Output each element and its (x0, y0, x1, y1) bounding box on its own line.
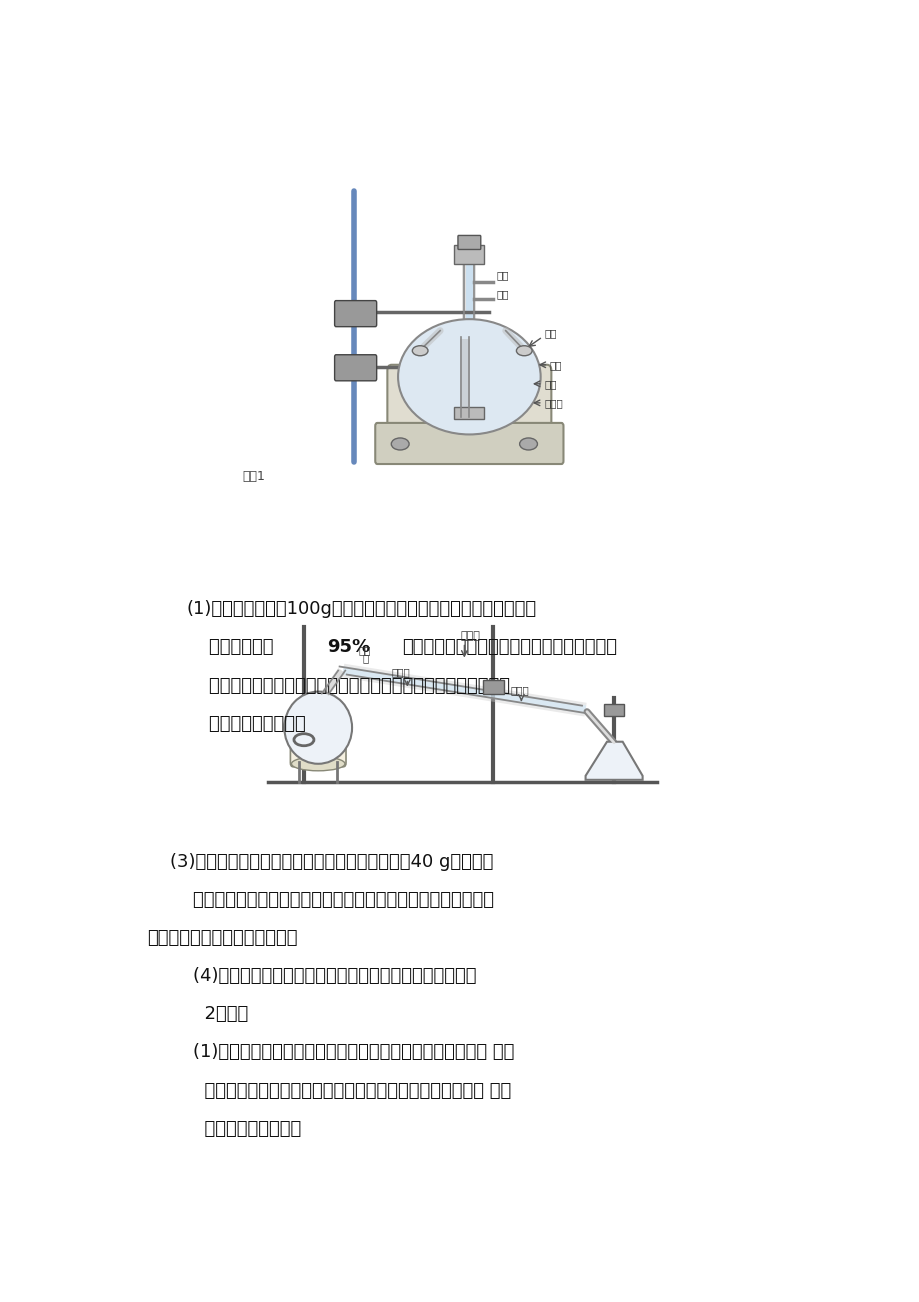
Text: 调热敷: 调热敷 (544, 398, 562, 408)
Text: (1)连续萃取：称取100g绿茶叶，研细，放入回流提取装置中。在三: (1)连续萃取：称取100g绿茶叶，研细，放入回流提取装置中。在三 (186, 600, 536, 618)
Text: 颜色变的很淡，立即停止加热。将仪器改成蒸馏装置，回收提取: 颜色变的很淡，立即停止加热。将仪器改成蒸馏装置，回收提取 (186, 677, 510, 694)
Text: (4)焙炒：把蒸发皿放在石棉网上，焙炒片刻，除尽水分。: (4)焙炒：把蒸发皿放在石棉网上，焙炒片刻，除尽水分。 (147, 967, 476, 986)
Text: 纸，再把一只直径和蒸发皿相当的玻璃漏斗盖在上面，漏斗 颈部: 纸，再把一只直径和蒸发皿相当的玻璃漏斗盖在上面，漏斗 颈部 (147, 1082, 511, 1100)
Text: 冷凝管: 冷凝管 (460, 631, 480, 642)
Ellipse shape (412, 346, 427, 355)
Ellipse shape (391, 437, 409, 450)
Ellipse shape (516, 346, 531, 355)
FancyBboxPatch shape (290, 725, 346, 767)
FancyBboxPatch shape (458, 236, 481, 250)
Text: 进水: 进水 (496, 289, 508, 299)
Text: (3)中和酸除水：残液倒入蒸发皿中，拌入生石灰40 g，在蒸气: (3)中和酸除水：残液倒入蒸发皿中，拌入生石灰40 g，在蒸气 (147, 853, 493, 871)
Text: 口烧瓶中加入: 口烧瓶中加入 (186, 638, 274, 656)
Polygon shape (585, 742, 641, 780)
Text: 浴上加热，不断搅拌，蒸干为止。随着温度升高，从浓绿色溶液: 浴上加热，不断搅拌，蒸干为止。随着温度升高，从浓绿色溶液 (147, 891, 494, 909)
FancyBboxPatch shape (335, 354, 376, 380)
Text: 疏松地塞一小团棉花: 疏松地塞一小团棉花 (147, 1120, 301, 1138)
Text: 95%: 95% (327, 638, 370, 656)
FancyBboxPatch shape (375, 423, 562, 464)
Bar (454, 408, 483, 419)
Bar (604, 703, 623, 716)
Ellipse shape (284, 691, 352, 764)
FancyBboxPatch shape (387, 365, 550, 435)
Ellipse shape (519, 437, 537, 450)
Text: 作堆1: 作堆1 (242, 470, 265, 483)
Text: (1)仪器安装：在蒸发皿上放一张用大号针刺有许多小孔的圆 形滤: (1)仪器安装：在蒸发皿上放一张用大号针刺有许多小孔的圆 形滤 (147, 1043, 514, 1061)
Ellipse shape (291, 756, 345, 771)
Text: 冷水: 冷水 (496, 270, 508, 280)
Text: 2、升华: 2、升华 (147, 1005, 248, 1023)
Text: 液中的大部分乙醇。: 液中的大部分乙醇。 (186, 715, 306, 733)
Text: 碎瓷: 碎瓷 (358, 646, 371, 655)
Text: 乙醇，用电热套加热，连续提取。当提取液的: 乙醇，用电热套加热，连续提取。当提取液的 (402, 638, 617, 656)
Text: 进水: 进水 (544, 328, 557, 337)
Ellipse shape (398, 319, 540, 435)
Bar (482, 680, 504, 694)
Text: 搅拌: 搅拌 (544, 379, 556, 389)
Bar (454, 246, 483, 263)
Text: 片: 片 (362, 654, 369, 664)
Text: 进水口: 进水口 (510, 686, 529, 695)
Text: 变为糊状液。最后变为绿色粉末: 变为糊状液。最后变为绿色粉末 (147, 930, 297, 947)
FancyBboxPatch shape (335, 301, 376, 327)
Text: 出水口: 出水口 (391, 668, 410, 677)
Text: 甲苯: 甲苯 (550, 359, 562, 370)
